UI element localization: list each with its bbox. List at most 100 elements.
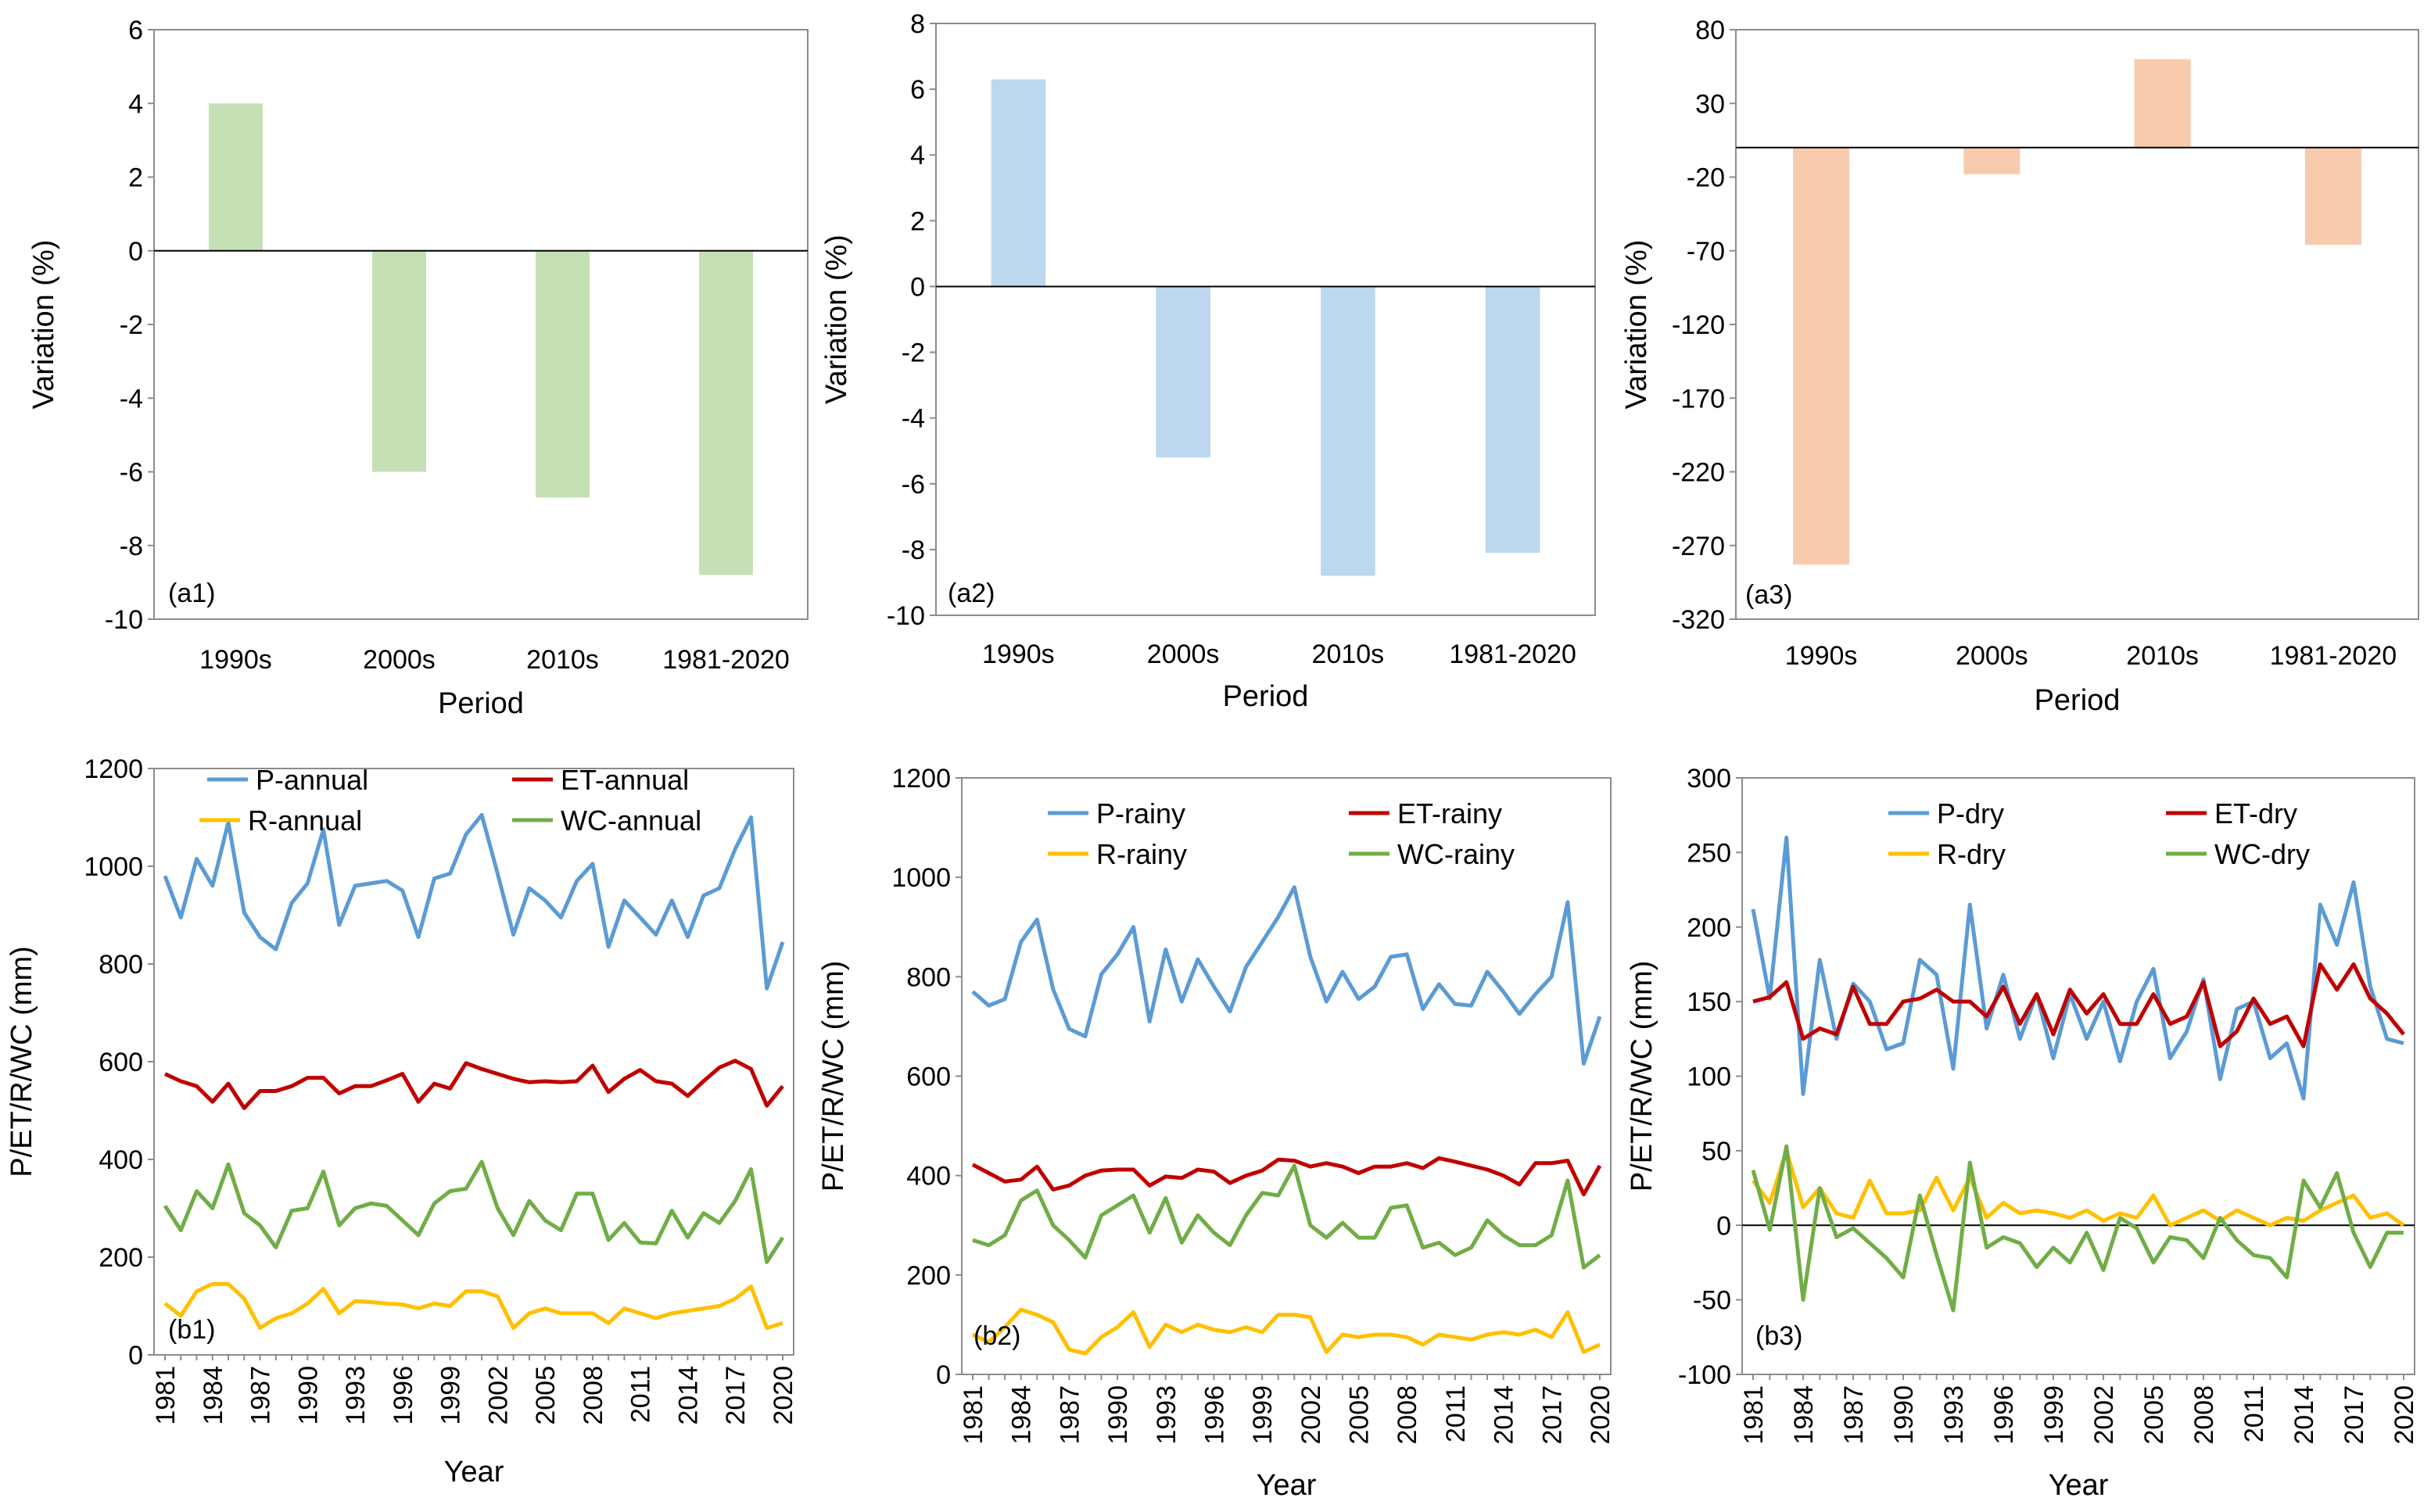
y-tick-label: 100	[1687, 1062, 1731, 1092]
y-tick-label: 300	[1687, 764, 1731, 794]
y-tick-label: 250	[1687, 838, 1731, 868]
bar	[372, 250, 426, 472]
x-axis-label: Year	[444, 1456, 504, 1489]
bar	[699, 250, 753, 575]
x-tick-label: 2000s	[1147, 640, 1220, 669]
panel-label: (a3)	[1745, 580, 1792, 610]
plot-frame	[935, 23, 1596, 616]
series-line-r-annual	[163, 1281, 783, 1331]
legend-label: WC-dry	[2214, 838, 2310, 870]
x-tick-label: 2010s	[526, 645, 599, 675]
x-tick-label: 2008	[2189, 1385, 2219, 1445]
x-tick-label: 1999	[2039, 1385, 2069, 1445]
y-tick-label: 400	[99, 1145, 143, 1175]
y-tick-label: -120	[1672, 310, 1725, 340]
bar	[1793, 147, 1850, 565]
y-tick-label: 0	[128, 237, 143, 267]
x-tick-label: 1993	[341, 1366, 371, 1425]
y-tick-label: -100	[1678, 1360, 1731, 1390]
legend-label: R-dry	[1937, 838, 2006, 870]
legend-label: P-annual	[256, 764, 368, 796]
y-tick-label: 800	[99, 950, 143, 980]
x-tick-label: 1990	[1889, 1385, 1919, 1445]
x-tick-label: 2014	[2289, 1385, 2319, 1445]
y-tick-label: -50	[1693, 1286, 1731, 1316]
y-tick-label: 4	[910, 141, 925, 170]
bar	[2304, 147, 2361, 245]
y-tick-label: -4	[902, 404, 925, 434]
x-axis-label: Period	[1223, 680, 1309, 713]
x-tick-label: 2005	[2139, 1385, 2169, 1445]
x-tick-label: 2017	[721, 1366, 751, 1425]
y-tick-label: 4	[128, 89, 143, 119]
x-tick-label: 2017	[2340, 1385, 2369, 1445]
panel-label: (b3)	[1755, 1321, 1802, 1351]
x-tick-label: 1984	[1789, 1385, 1819, 1445]
y-tick-label: 2	[128, 163, 143, 193]
y-axis-label: P/ET/R/WC (mm)	[817, 961, 850, 1192]
y-tick-label: 1200	[84, 754, 143, 784]
x-tick-label: 1990	[1103, 1385, 1133, 1445]
y-tick-label: 0	[128, 1341, 143, 1370]
y-tick-label: 600	[906, 1062, 951, 1092]
y-tick-label: -10	[105, 605, 143, 635]
x-tick-label: 2010s	[2126, 641, 2199, 671]
x-tick-label: 2000s	[1956, 641, 2028, 671]
y-tick-label: 0	[936, 1360, 951, 1390]
x-axis-label: Year	[1257, 1469, 1317, 1502]
x-tick-label: 2011	[1441, 1385, 1471, 1442]
x-tick-label: 2005	[1345, 1385, 1375, 1445]
panel-b1: 1200 1000 800 600 400 200 0 P/ET/R/WC (mm) Year 1…	[5, 754, 798, 1489]
y-tick-label: 0	[910, 272, 925, 302]
x-axis-label: Period	[2035, 684, 2121, 717]
series-line-p-rainy	[971, 885, 1602, 1066]
y-tick-label: -8	[120, 532, 143, 561]
bar	[1321, 286, 1375, 576]
series-line-wc-annual	[163, 1159, 785, 1264]
y-tick-label: -170	[1672, 384, 1725, 414]
plot-frame	[1741, 777, 2415, 1375]
x-tick-label: 1996	[1199, 1385, 1229, 1445]
panel-a3: 80 30 -20 -70 -120 -170 -220 -270 -320 Variation …	[1620, 16, 2419, 717]
y-tick-label: 6	[910, 75, 925, 105]
x-tick-label: 1990s	[982, 640, 1055, 669]
x-tick-label: 2014	[1490, 1385, 1519, 1445]
y-tick-label: 400	[906, 1162, 951, 1191]
x-tick-label: 1981	[151, 1366, 181, 1425]
y-tick-label: -220	[1672, 458, 1725, 488]
x-tick-label: 2008	[579, 1366, 608, 1425]
y-tick-label: 30	[1695, 89, 1725, 119]
y-tick-label: -8	[902, 536, 925, 565]
bar	[536, 250, 590, 498]
x-tick-label: 2011	[626, 1366, 656, 1423]
y-axis-label: Variation (%)	[820, 235, 853, 404]
x-tick-label: 1990s	[1785, 641, 1858, 671]
y-tick-label: 1000	[891, 863, 951, 893]
x-tick-label: 1996	[389, 1366, 418, 1425]
series-line-et-annual	[163, 1059, 784, 1110]
legend-label: WC-annual	[561, 804, 701, 837]
bar	[991, 79, 1046, 287]
x-tick-label: 1984	[1007, 1385, 1037, 1445]
x-tick-label: 2002	[483, 1366, 513, 1425]
x-tick-label: 2002	[2089, 1385, 2119, 1445]
plot-frame	[153, 768, 794, 1356]
panel-label: (b2)	[973, 1321, 1020, 1351]
x-tick-label: 2002	[1296, 1385, 1326, 1445]
y-tick-label: 800	[906, 962, 951, 992]
y-tick-label: 50	[1701, 1137, 1731, 1166]
y-tick-label: -6	[120, 458, 143, 488]
y-tick-label: 200	[1687, 913, 1731, 943]
y-tick-label: 150	[1687, 987, 1731, 1017]
x-tick-label: 2020	[2390, 1385, 2419, 1445]
y-tick-label: -70	[1687, 237, 1725, 267]
y-tick-label: -4	[120, 384, 143, 414]
y-tick-label: 80	[1695, 16, 1725, 45]
y-tick-label: -10	[887, 601, 925, 631]
y-tick-label: -20	[1687, 163, 1725, 193]
series-line-p-annual	[163, 812, 785, 991]
y-tick-label: -270	[1672, 532, 1725, 561]
series-line-et-dry	[1752, 962, 2405, 1048]
x-axis-label: Period	[438, 687, 524, 720]
x-tick-label: 2000s	[363, 645, 436, 675]
